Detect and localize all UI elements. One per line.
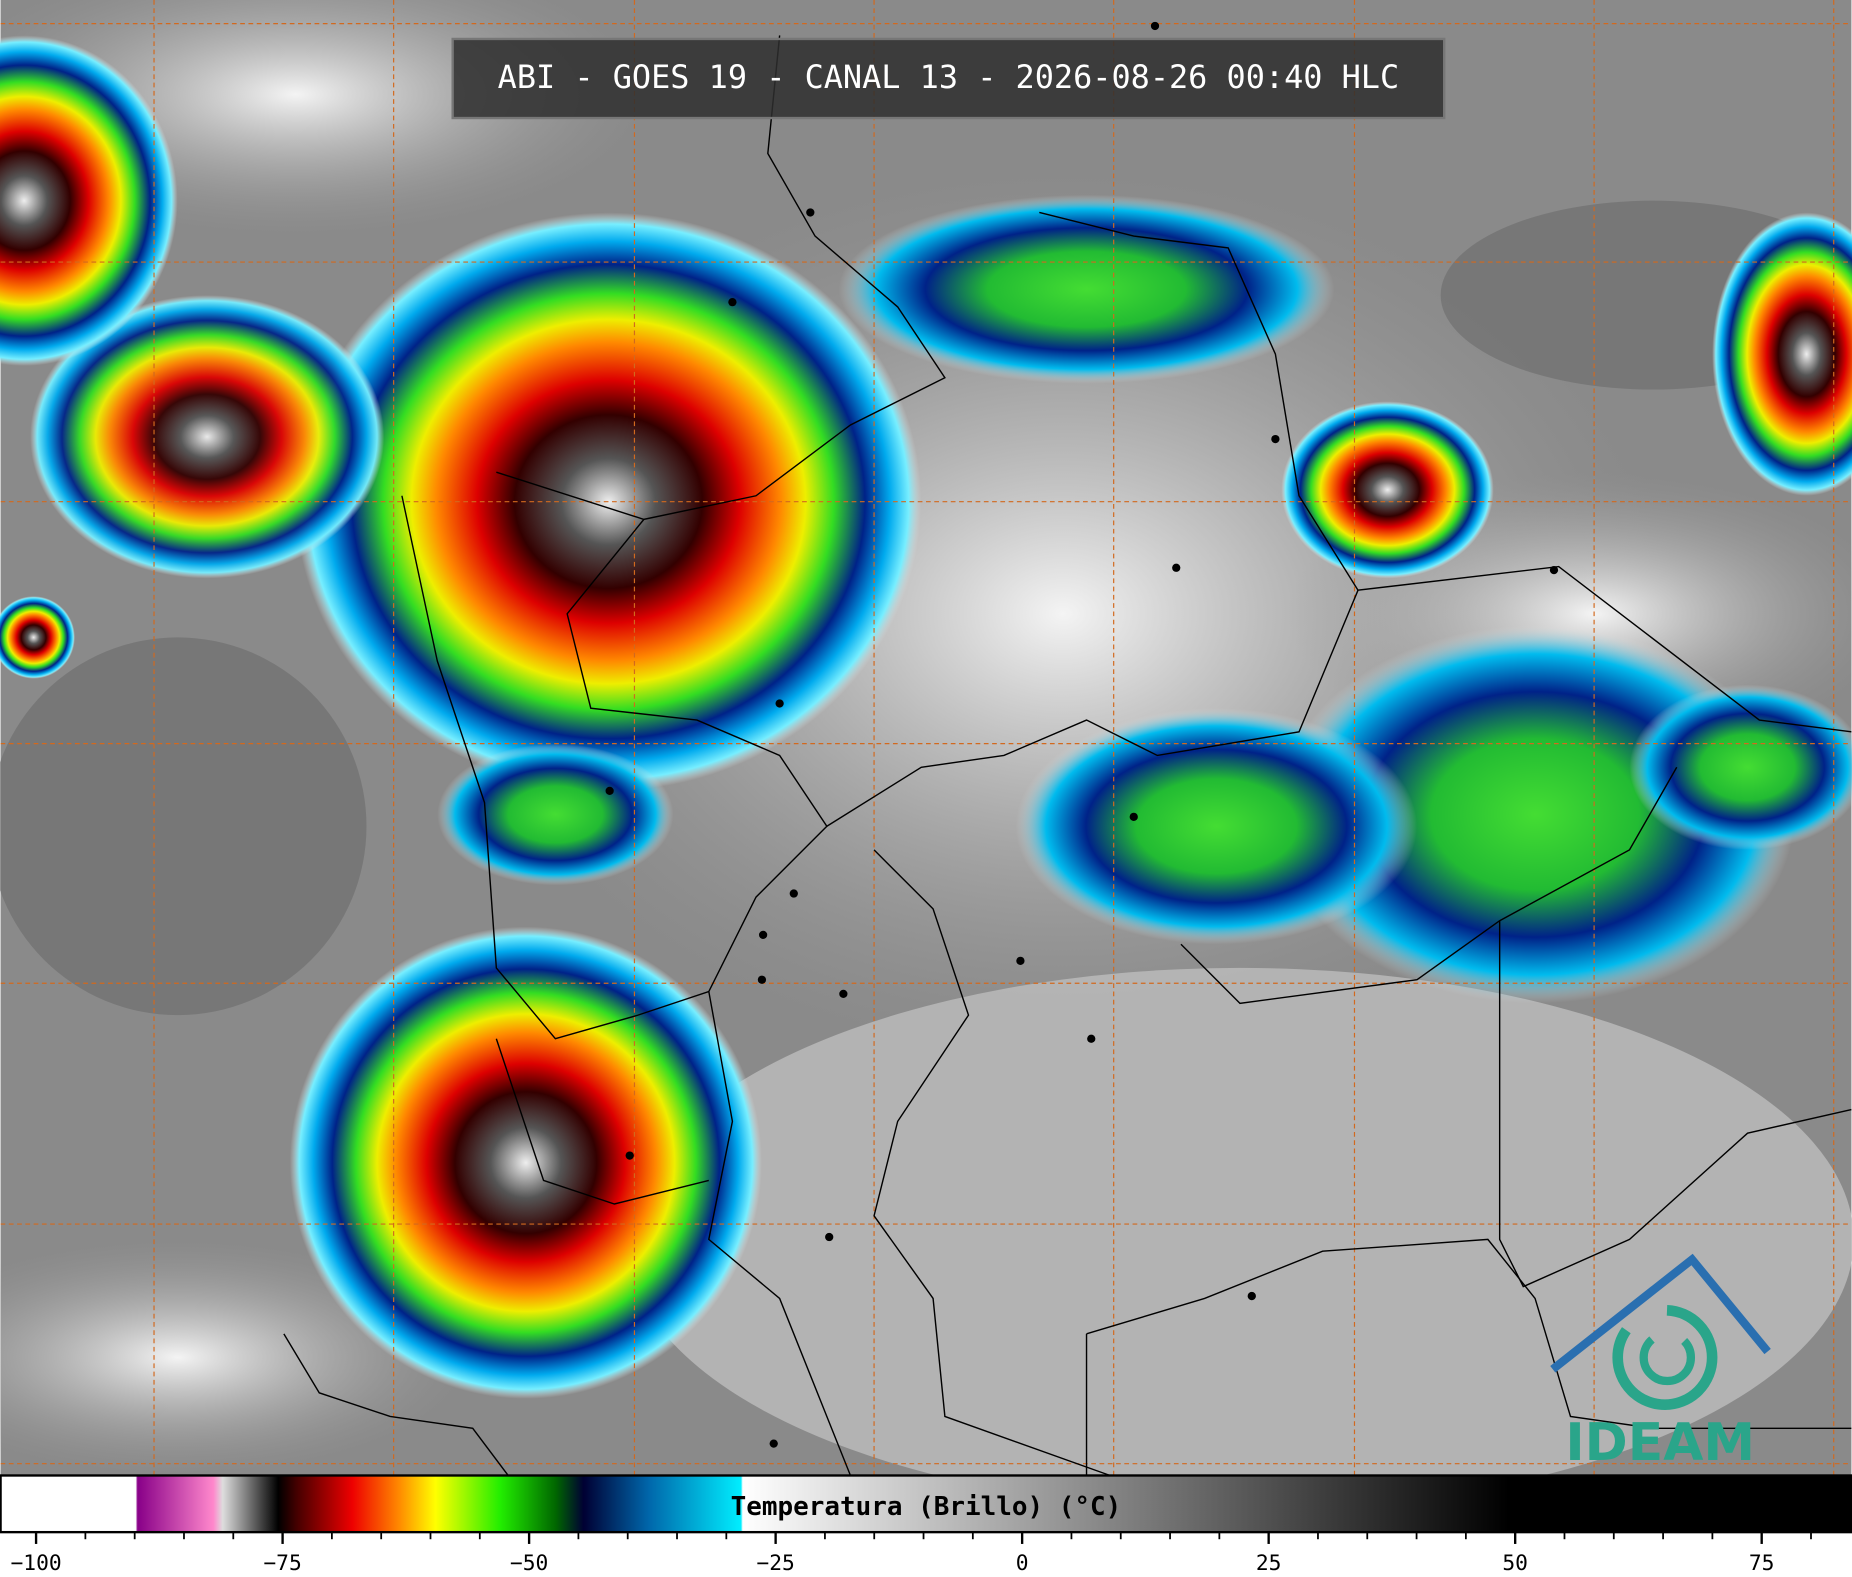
title-box: ABI - GOES 19 - CANAL 13 - 2026-08-26 00… <box>451 37 1446 120</box>
tick-label: 50 <box>1502 1551 1528 1576</box>
tick-label: 0 <box>1016 1551 1029 1576</box>
tick-label: −75 <box>263 1551 301 1576</box>
tick-label: 75 <box>1749 1551 1775 1576</box>
colorbar-label: Temperatura (Brillo) (°C) <box>731 1492 1122 1522</box>
tick-label: −100 <box>11 1551 62 1576</box>
logo-text: IDEAM <box>1565 1413 1755 1473</box>
colorbar: Temperatura (Brillo) (°C) −100 −75 −50 −25 0… <box>0 1474 1852 1576</box>
tick-label: −25 <box>756 1551 794 1576</box>
satellite-image <box>0 0 1852 1511</box>
title: ABI - GOES 19 - CANAL 13 - 2026-08-26 00… <box>498 58 1400 96</box>
tick-label: 25 <box>1256 1551 1282 1576</box>
tick-label: −50 <box>510 1551 548 1576</box>
logo: IDEAM <box>1550 1253 1771 1473</box>
